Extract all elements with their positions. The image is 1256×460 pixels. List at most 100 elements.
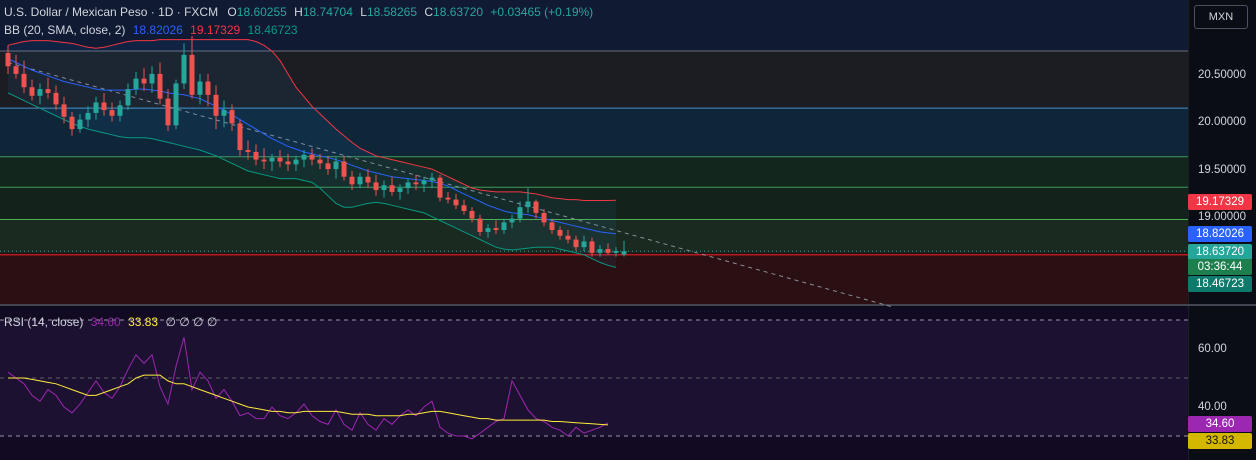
candle-body <box>493 228 499 231</box>
candle-body <box>149 73 155 84</box>
candle-body <box>621 251 627 255</box>
candle-body <box>157 73 163 99</box>
candle <box>397 184 403 200</box>
symbol-name[interactable]: U.S. Dollar / Mexican Peso <box>4 5 148 19</box>
candle <box>253 144 259 166</box>
candle-body <box>605 249 611 253</box>
candle-body <box>13 66 19 74</box>
close-value: 18.63720 <box>433 5 484 19</box>
candle <box>309 148 315 166</box>
price-tick: 19.00000 <box>1198 211 1246 223</box>
candle-body <box>269 157 275 162</box>
candle <box>173 79 179 130</box>
level-zone <box>0 156 1188 188</box>
rsi-legend[interactable]: RSI (14, close) 34.60 33.83 ∅ ∅ ∅ ∅ <box>4 315 217 329</box>
symbol-header: U.S. Dollar / Mexican Peso · 1D · FXCM O… <box>4 5 593 19</box>
candle-body <box>405 182 411 189</box>
bb-upper-value: 19.17329 <box>190 23 241 37</box>
candle <box>589 237 595 257</box>
level-zones <box>0 0 1188 304</box>
candle <box>437 174 443 202</box>
level-zone <box>0 187 1188 220</box>
candle-body <box>29 87 35 96</box>
candle-body <box>581 241 587 248</box>
candle-body <box>37 89 43 96</box>
candle-body <box>133 78 139 90</box>
candle <box>485 224 491 238</box>
candle <box>613 247 619 257</box>
candle <box>141 68 147 92</box>
bb-legend-label: BB (20, SMA, close, 2) <box>4 23 126 37</box>
candle-body <box>101 102 107 111</box>
candle <box>413 174 419 191</box>
candle-body <box>421 180 427 185</box>
close-label: C <box>424 5 434 19</box>
rsi-badge: 34.60 <box>1188 416 1252 432</box>
candle-body <box>341 161 347 177</box>
candle-body <box>221 110 227 116</box>
candle <box>621 240 627 257</box>
candle <box>405 178 411 194</box>
level-zone <box>0 0 1188 52</box>
candle <box>29 79 35 101</box>
candle <box>93 96 99 120</box>
candle-body <box>309 154 315 160</box>
candle <box>365 169 371 189</box>
candle-body <box>109 110 115 116</box>
candle <box>285 153 291 172</box>
candle <box>373 174 379 196</box>
candle-body <box>245 150 251 152</box>
candle-body <box>429 177 435 181</box>
candle-body <box>45 89 51 93</box>
change-value: +0.03465 (+0.19%) <box>490 5 594 19</box>
candle <box>317 153 323 170</box>
candle-body <box>413 182 419 185</box>
candle-body <box>613 250 619 253</box>
candle-body <box>165 98 171 126</box>
bb-basis-value: 18.82026 <box>132 23 183 37</box>
candle-body <box>69 116 75 130</box>
candle-body <box>325 163 331 170</box>
candle-body <box>93 102 99 113</box>
candle-body <box>173 83 179 126</box>
interval-label[interactable]: 1D <box>158 5 174 19</box>
candle-body <box>565 235 571 240</box>
candle-body <box>261 159 267 162</box>
candle <box>61 96 67 124</box>
candle-body <box>389 185 395 192</box>
candle-body <box>453 199 459 206</box>
rsi-pane <box>0 307 1188 460</box>
candle <box>501 218 507 234</box>
candle-body <box>445 197 451 200</box>
candle <box>205 73 211 107</box>
candle <box>477 214 483 236</box>
candle-body <box>301 154 307 160</box>
source-label: FXCM <box>184 5 219 19</box>
candle-body <box>381 185 387 191</box>
candle-body <box>285 161 291 165</box>
rsi-tick: 60.00 <box>1198 343 1227 355</box>
candle-body <box>5 52 11 67</box>
candles[interactable] <box>5 35 627 257</box>
candle-body <box>589 241 595 253</box>
candle <box>357 172 363 189</box>
candle <box>13 54 19 79</box>
currency-button[interactable]: MXN <box>1194 5 1248 29</box>
candle-body <box>517 207 523 219</box>
candle <box>461 199 467 215</box>
rsi-legend-label: RSI (14, close) <box>4 315 84 329</box>
bb-legend[interactable]: BB (20, SMA, close, 2) 18.82026 19.17329… <box>4 23 298 37</box>
candle-body <box>181 54 187 84</box>
candle <box>509 214 515 229</box>
candle <box>493 220 499 234</box>
candle-body <box>53 92 59 105</box>
candle <box>517 201 523 223</box>
candle-body <box>485 228 491 232</box>
rsi-background <box>0 307 1188 460</box>
candle <box>349 171 355 191</box>
candle <box>301 150 307 168</box>
candle-body <box>85 112 91 120</box>
candle-body <box>357 176 363 185</box>
candle <box>189 35 195 99</box>
